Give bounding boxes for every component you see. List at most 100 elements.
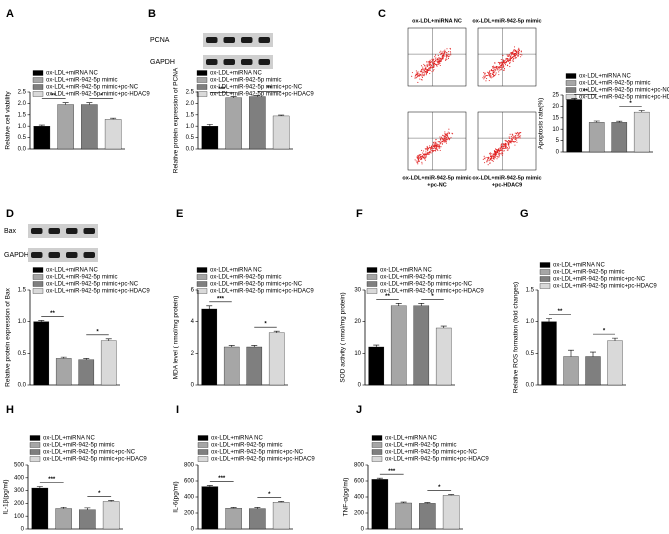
flow-event (444, 135, 447, 137)
flow-event (444, 134, 446, 136)
flow-event (489, 70, 491, 72)
legend-label: ox-LDL+miR-942-5p mimic (385, 443, 457, 449)
flow-event (440, 58, 442, 60)
y-tick-label: 400 (184, 495, 195, 501)
flow-event (440, 58, 443, 60)
flow-title: +pc-NC (427, 182, 446, 188)
flow-event (498, 150, 500, 152)
flow-event (422, 155, 424, 158)
error-bar (86, 102, 93, 105)
y-tick-label: 0.5 (186, 135, 195, 141)
significance-label: * (96, 329, 99, 335)
flow-event (505, 140, 507, 142)
legend-label: ox-LDL+miR-942-5p mimic+pc-NC (385, 450, 478, 456)
flow-event (502, 69, 504, 71)
flow-event (443, 135, 445, 138)
legend-swatch (32, 274, 44, 280)
flow-event (439, 142, 441, 144)
y-tick-label: 6 (191, 288, 195, 294)
bar (566, 99, 583, 153)
flow-event (429, 59, 431, 61)
flow-event (498, 63, 501, 65)
y-tick-label: 400 (14, 475, 25, 481)
flow-event (429, 64, 431, 66)
flow-event (441, 56, 443, 58)
bar (368, 346, 385, 386)
flow-event (437, 144, 439, 146)
y-tick-label: 400 (354, 495, 365, 501)
flow-event (432, 67, 434, 69)
flow-event (489, 71, 491, 73)
flow-event (440, 60, 442, 62)
flow-event (514, 141, 517, 143)
flow-event (508, 136, 510, 138)
flow-event (430, 152, 432, 154)
flow-event (447, 57, 450, 60)
flow-event (418, 74, 421, 76)
y-tick-label: 1.5 (18, 288, 27, 294)
flow-event (417, 71, 419, 73)
flow-event (519, 53, 521, 55)
flow-event (488, 80, 490, 82)
legend-label: ox-LDL+miRNA NC (553, 263, 606, 269)
panel-letter: D (6, 208, 14, 220)
legend-label: ox-LDL+miR-942-5p mimic+pc-HDAC9 (385, 457, 489, 463)
bar (33, 126, 51, 150)
flow-event (488, 74, 490, 76)
error-bar (590, 351, 596, 357)
flow-event (415, 73, 418, 75)
flow-event (435, 58, 437, 60)
flow-event (503, 67, 505, 70)
flow-event (422, 68, 424, 70)
flow-event (451, 132, 453, 134)
flow-event (443, 139, 445, 141)
flow-event (495, 149, 497, 151)
flow-event (514, 58, 516, 60)
legend-swatch (539, 283, 551, 289)
error-bar (593, 120, 600, 123)
flow-event (487, 164, 489, 166)
y-tick-label: 0 (556, 150, 560, 156)
y-axis-label: IL-6(pg/ml) (173, 481, 180, 512)
error-bar (36, 486, 43, 489)
flow-event (417, 73, 419, 75)
legend-label: ox-LDL+miR-942-5p mimic (46, 275, 118, 281)
flow-event (497, 66, 499, 68)
flow-event (438, 144, 440, 146)
flow-event (431, 146, 433, 148)
error-bar (254, 95, 261, 97)
flow-event (422, 69, 424, 71)
flow-event (498, 156, 500, 158)
flow-event (442, 54, 444, 56)
legend-label: ox-LDL+miR-942-5p mimic+pc-NC (380, 282, 473, 288)
flow-event (445, 142, 448, 144)
error-bar (38, 320, 45, 322)
flow-event (491, 159, 493, 162)
bar (442, 495, 460, 530)
flow-event (418, 157, 420, 159)
flow-event (507, 60, 510, 62)
flow-event (436, 143, 438, 145)
y-tick-label: 0.5 (18, 135, 27, 141)
flow-event (431, 147, 433, 149)
y-axis-label: Relative ROS formation (fold changes) (513, 282, 520, 393)
bar (57, 104, 74, 150)
flow-event (422, 72, 424, 74)
flow-event (500, 66, 502, 69)
flow-event (426, 69, 428, 72)
flow-event (494, 74, 496, 77)
flow-event (489, 153, 491, 155)
error-bar (254, 507, 261, 509)
flow-event (444, 141, 447, 143)
flow-event (429, 151, 431, 153)
flow-event (494, 153, 496, 156)
flow-event (423, 71, 425, 73)
flow-event (497, 68, 499, 70)
flow-event (495, 73, 497, 75)
flow-event (440, 50, 442, 52)
flow-title: ox-LDL+miR-942-5p mimic (402, 175, 471, 181)
flow-event (434, 147, 436, 149)
flow-event (500, 147, 502, 149)
bar (268, 332, 285, 386)
error-bar (230, 96, 237, 98)
